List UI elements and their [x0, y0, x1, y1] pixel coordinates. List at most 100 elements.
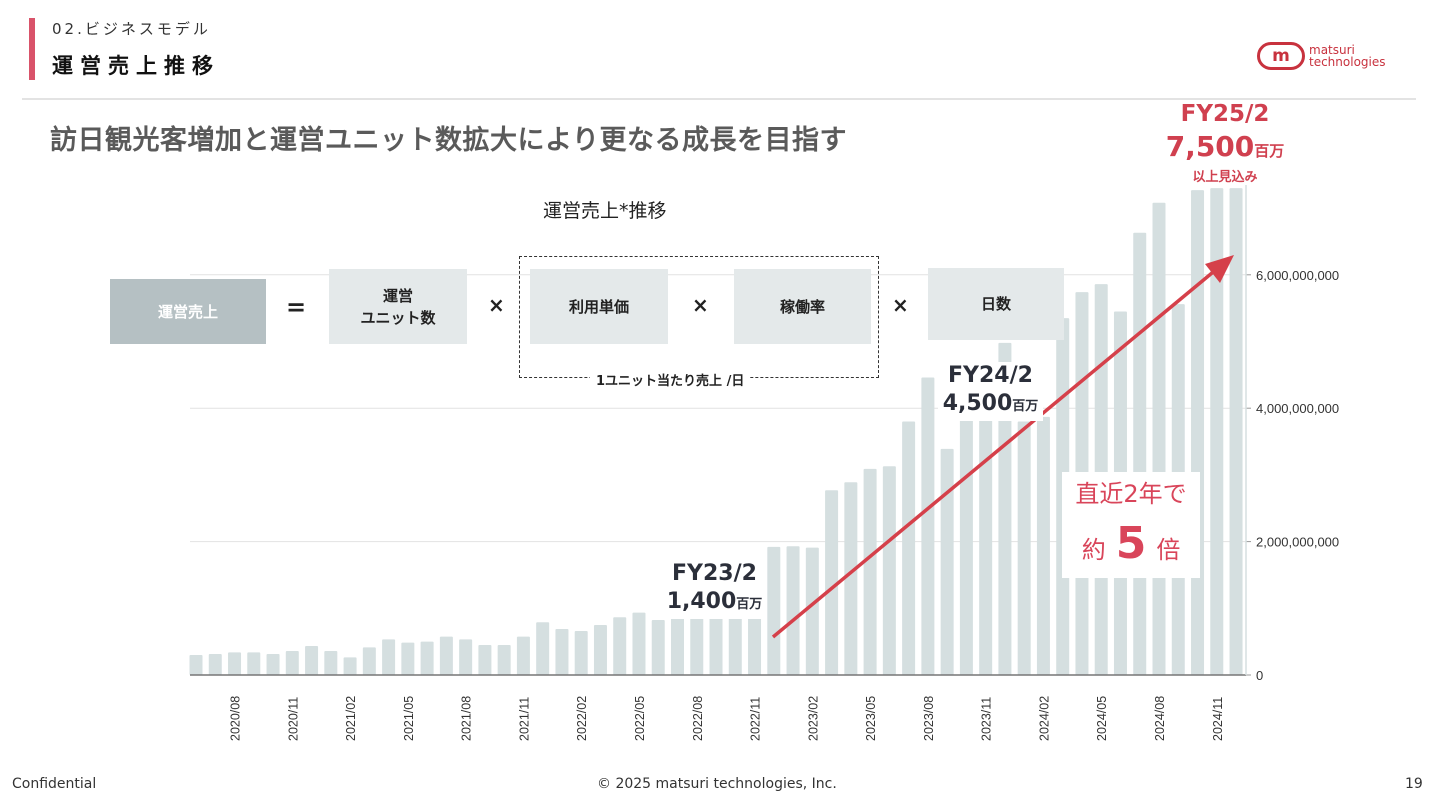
bar-2021/08: [459, 639, 473, 675]
bar-2024/02: [1036, 416, 1050, 675]
y-tick-label: 4,000,000,000: [1256, 401, 1339, 416]
bar-2023/06: [882, 466, 896, 675]
bar-2021/07: [439, 636, 453, 675]
bar-2022/10: [728, 604, 742, 675]
bar-2021/03: [362, 647, 376, 675]
bar-2023/11: [979, 400, 993, 675]
bar-2021/09: [478, 644, 492, 675]
x-tick-label: 2024/11: [1211, 697, 1225, 741]
fy24-label: FY24/2: [948, 363, 1033, 388]
arrow-head: [1205, 255, 1234, 283]
x-tick-label: 2024/08: [1153, 696, 1167, 741]
fy25-unit: 百万: [1254, 142, 1285, 160]
bar-2021/06: [420, 641, 434, 675]
fy24-annotation: FY24/2 4,500百万: [938, 362, 1043, 421]
formula-days: 日数: [928, 268, 1064, 340]
page-number: 19: [1405, 776, 1423, 792]
multiply-sign: ×: [692, 293, 709, 317]
equals-sign: =: [286, 293, 307, 321]
bar-2021/12: [536, 622, 550, 675]
multiply-sign: ×: [892, 293, 909, 317]
x-tick-label: 2023/05: [864, 696, 878, 741]
header-divider: [22, 98, 1416, 100]
x-tick-label: 2020/11: [286, 697, 300, 741]
bar-2020/12: [305, 645, 319, 675]
bar-2021/02: [343, 657, 357, 675]
bar-2023/07: [902, 421, 916, 675]
growth-line1: 直近2年で: [1075, 480, 1187, 508]
bar-2024/08: [1152, 202, 1166, 676]
bar-2022/09: [709, 608, 723, 675]
x-tick-label: 2024/05: [1095, 696, 1109, 741]
x-tick-label: 2021/11: [517, 697, 531, 741]
formula-unit-count: 運営 ユニット数: [329, 269, 467, 344]
bar-2021/05: [401, 642, 415, 675]
bar-2021/01: [324, 650, 338, 675]
x-tick-label: 2021/08: [460, 696, 474, 741]
multiply-sign: ×: [488, 293, 505, 317]
x-tick-label: 2022/05: [633, 696, 647, 741]
bar-2021/10: [497, 644, 511, 675]
bar-2022/02: [574, 630, 588, 675]
bar-2022/06: [651, 619, 665, 675]
unit-count-line2: ユニット数: [360, 308, 436, 327]
fy25-amount: 7,500: [1165, 130, 1255, 163]
bar-2023/12: [998, 342, 1012, 675]
bar-2023/08: [921, 377, 935, 675]
logo-mark-icon: m: [1257, 42, 1305, 70]
y-tick-label: 2,000,000,000: [1256, 535, 1339, 550]
fy25-label: FY25/2: [1180, 101, 1270, 127]
bar-2023/09: [940, 448, 954, 675]
company-logo: m matsuri technologies: [1257, 42, 1386, 70]
bar-2022/04: [613, 617, 627, 675]
bar-2020/07: [208, 653, 222, 675]
y-tick-label: 6,000,000,000: [1256, 268, 1339, 283]
x-tick-label: 2020/08: [229, 696, 243, 741]
bar-2024/12: [1229, 188, 1243, 675]
x-tick-label: 2023/02: [806, 696, 820, 741]
logo-text-1: matsuri: [1309, 43, 1355, 57]
per-unit-sales-label: 1ユニット当たり売上 /日: [590, 370, 751, 389]
bar-2023/01: [786, 546, 800, 675]
bar-2021/11: [516, 636, 530, 675]
fy23-unit: 百万: [736, 597, 763, 612]
bar-2024/10: [1191, 190, 1205, 675]
formula-occupancy-rate: 稼働率: [734, 269, 871, 344]
bar-2020/11: [285, 650, 299, 675]
y-tick-label: 0: [1256, 668, 1263, 683]
x-tick-label: 2022/08: [691, 696, 705, 741]
formula-unit-price: 利用単価: [530, 269, 668, 344]
confidential-label: Confidential: [12, 776, 97, 792]
fy24-unit: 百万: [1012, 399, 1039, 414]
growth-post: 倍: [1156, 536, 1181, 564]
bar-2024/07: [1133, 232, 1147, 676]
fy25-note: 以上見込み: [1192, 170, 1258, 185]
bar-2020/10: [266, 653, 280, 675]
bar-2020/06: [189, 654, 203, 675]
bar-2020/08: [228, 652, 242, 675]
bar-2023/10: [959, 420, 973, 675]
x-tick-label: 2021/02: [344, 696, 358, 741]
x-tick-label: 2024/02: [1037, 696, 1051, 741]
fy24-amount: 4,500: [942, 391, 1013, 416]
logo-text-2: technologies: [1309, 55, 1386, 69]
bar-2024/11: [1210, 188, 1224, 675]
bar-2022/01: [555, 628, 569, 675]
growth-multiplier: 5: [1115, 518, 1147, 569]
headline: 訪日観光客増加と運営ユニット数拡大により更なる成長を目指す: [50, 125, 847, 156]
formula-operating-revenue: 運営売上: [110, 279, 266, 344]
bar-2023/02: [805, 547, 819, 675]
unit-count-line1: 運営: [382, 286, 413, 305]
page-title: 運営売上推移: [52, 54, 220, 78]
arrow-shaft: [771, 266, 1220, 639]
fy23-label: FY23/2: [672, 561, 757, 586]
x-tick-label: 2022/02: [575, 696, 589, 741]
bar-2020/09: [247, 652, 261, 675]
growth-pre: 約: [1081, 536, 1106, 564]
section-accent-bar: [29, 18, 35, 80]
x-tick-label: 2023/08: [922, 696, 936, 741]
bar-2022/08: [690, 606, 704, 675]
fy25-annotation: FY25/2 7,500百万 以上見込み: [1150, 100, 1300, 186]
